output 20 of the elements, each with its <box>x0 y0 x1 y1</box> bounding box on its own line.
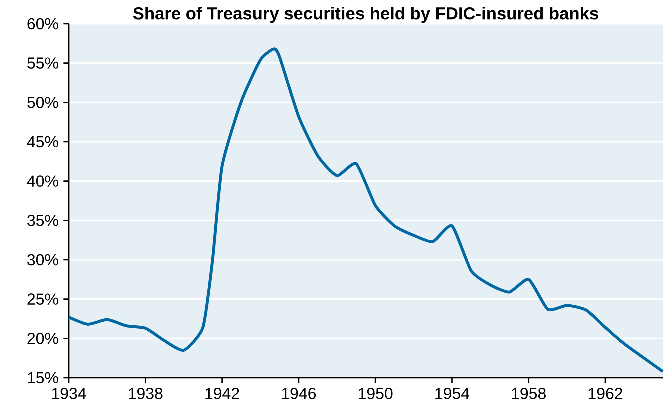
y-tick-label: 55% <box>28 58 58 69</box>
x-tick-label: 1954 <box>436 388 470 400</box>
y-tick-label: 20% <box>28 332 58 344</box>
x-tick-label: 1946 <box>282 388 316 400</box>
y-tick-label: 45% <box>27 136 58 148</box>
x-tick-label: 1934 <box>52 388 86 400</box>
x-tick-label: 1962 <box>588 388 622 400</box>
x-tick-label: 1958 <box>512 388 546 400</box>
y-tick-label: 15% <box>28 372 58 384</box>
y-tick-label: 35% <box>28 214 58 226</box>
y-tick-label: 60% <box>28 18 58 30</box>
x-tick-label: 1950 <box>358 388 393 400</box>
line-series <box>68 48 664 374</box>
x-tick-label: 1938 <box>129 388 163 400</box>
y-tick-label: 25% <box>28 294 58 305</box>
chart-title: Share of Treasury securities held by FDIC-insured banks <box>133 7 598 24</box>
x-tick-label: 1942 <box>206 388 240 400</box>
y-tick-label: 40% <box>27 176 58 187</box>
y-tick-label: 50% <box>28 97 58 108</box>
y-tick-label: 30% <box>28 254 58 266</box>
